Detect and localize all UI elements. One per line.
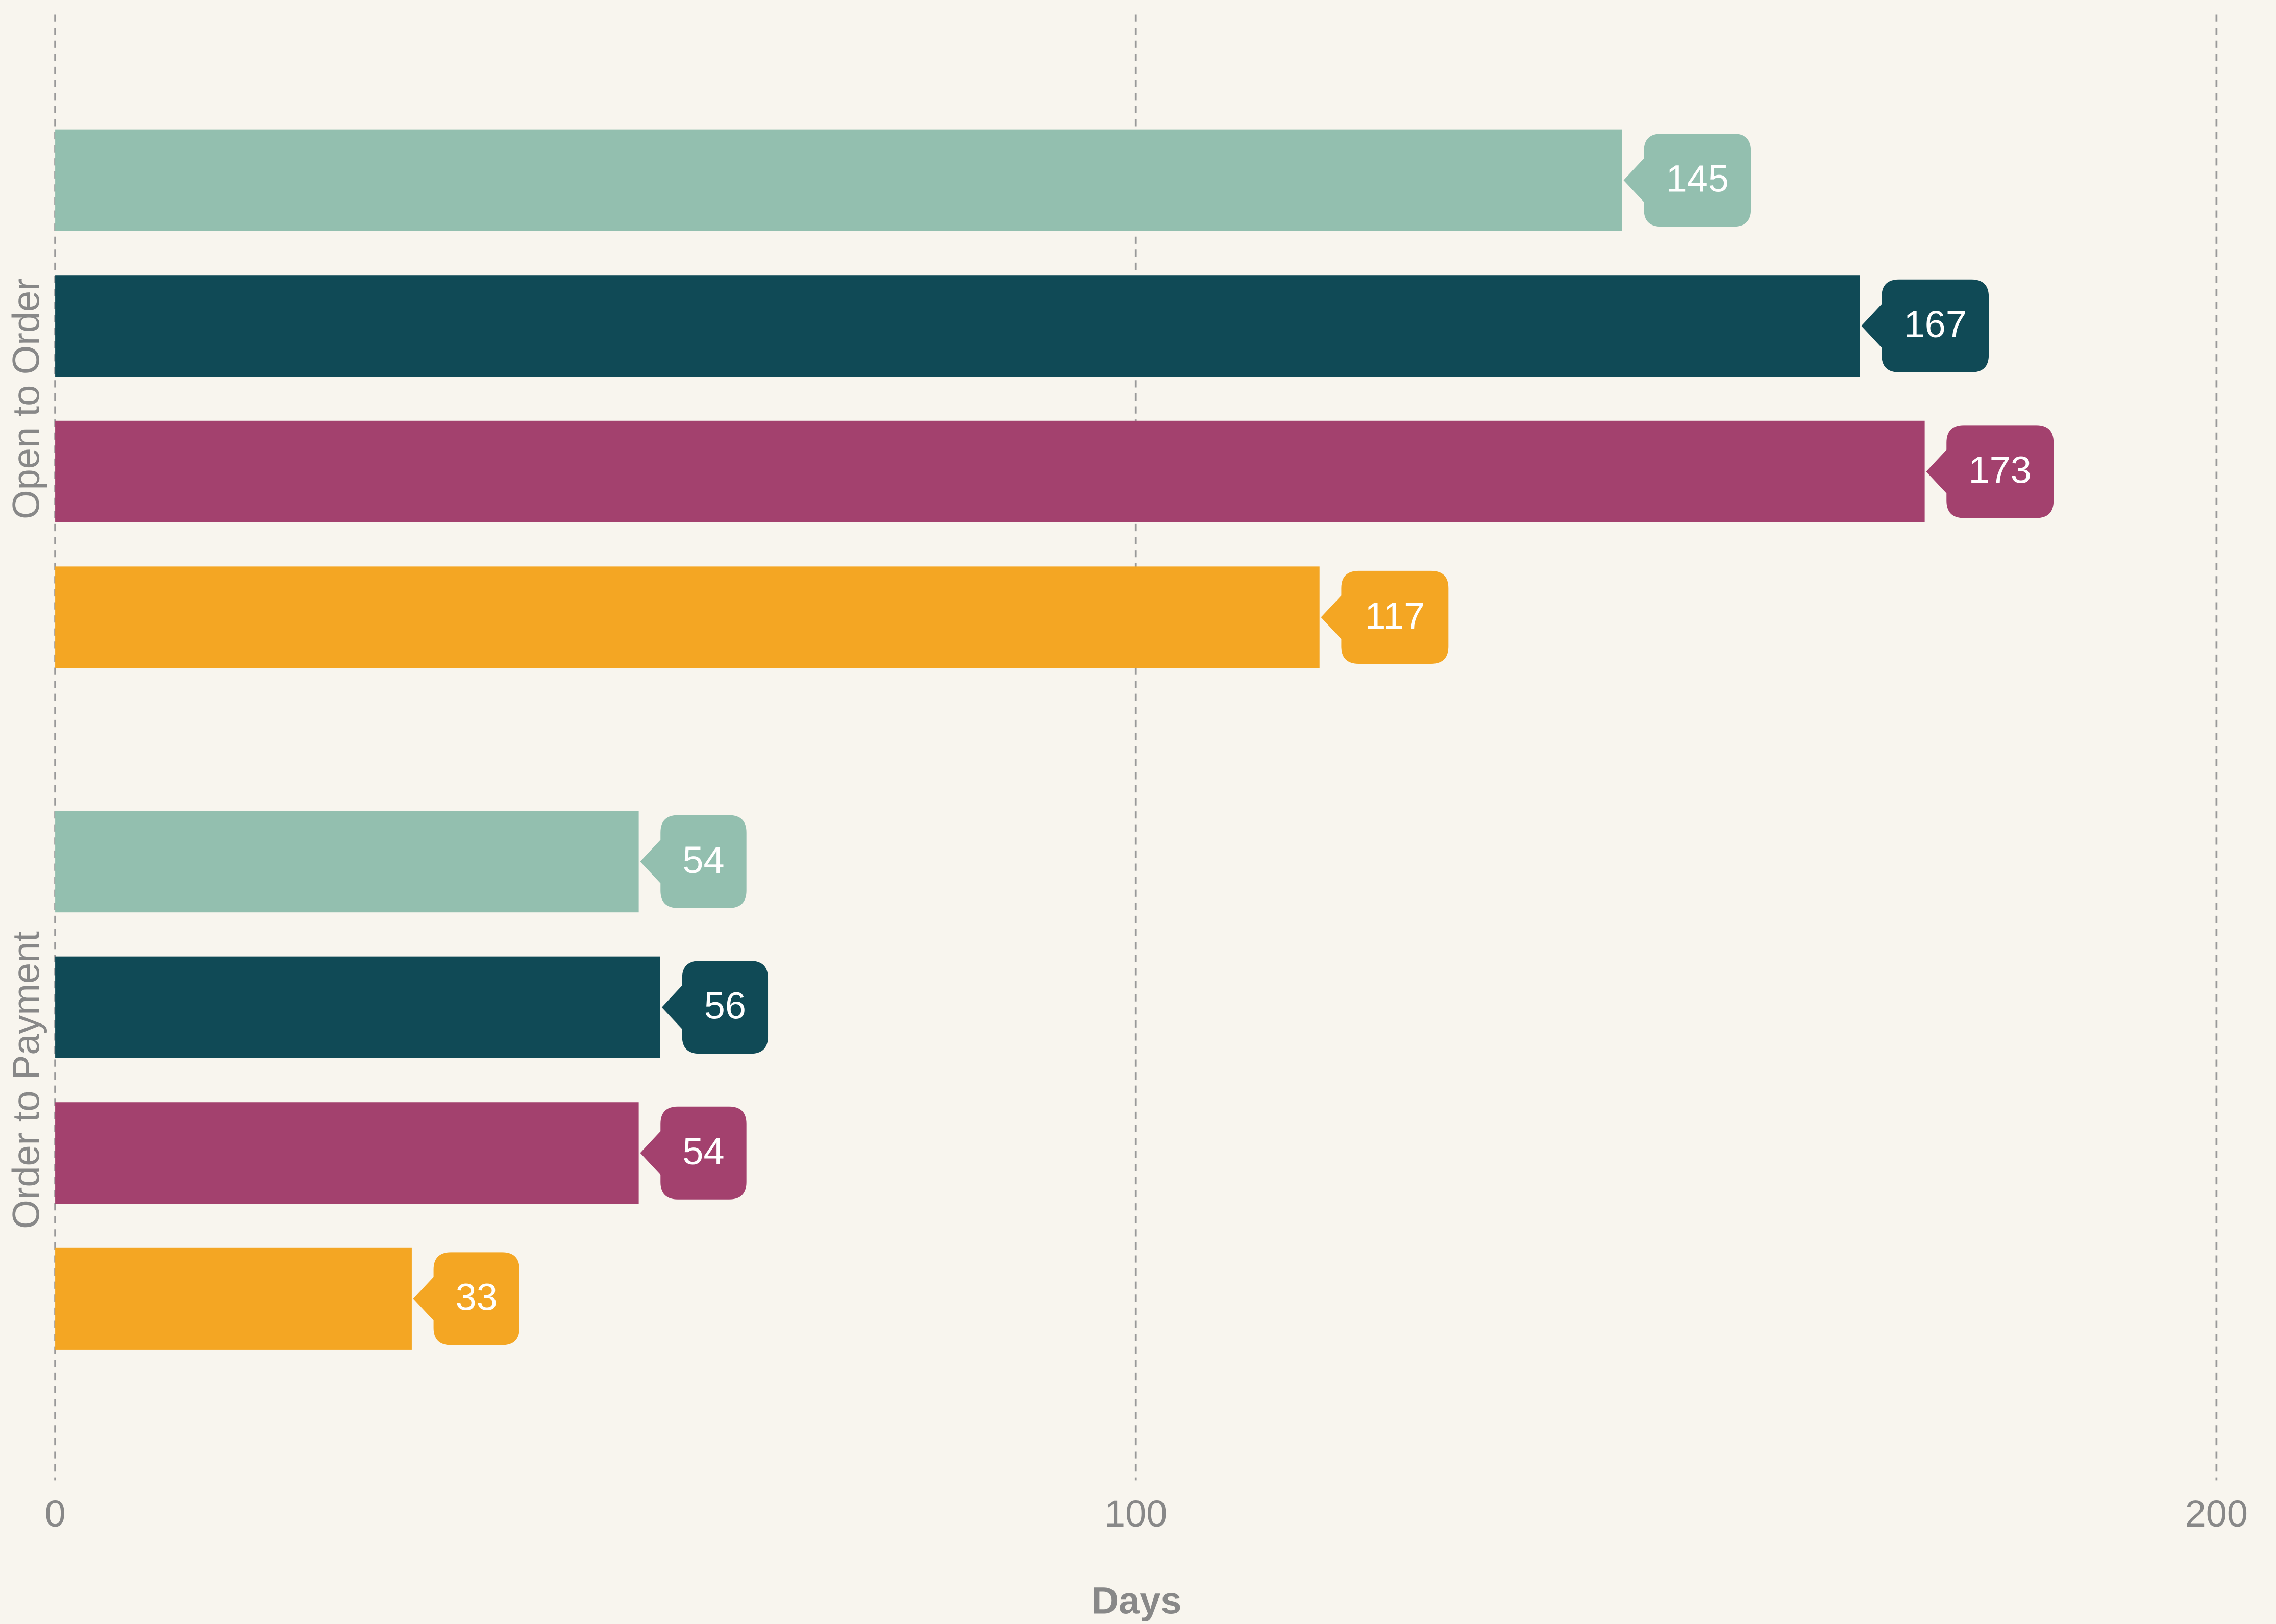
bar	[55, 129, 1622, 231]
value-label-box	[640, 815, 747, 908]
value-label: 54	[682, 839, 724, 881]
value-label: 117	[1365, 594, 1425, 637]
value-label: 173	[1969, 449, 2032, 491]
y-tick-label: Open to Order	[5, 278, 47, 519]
value-label: 54	[682, 1130, 724, 1172]
value-label-box	[640, 1106, 747, 1200]
bar	[55, 566, 1320, 668]
value-label-box	[1623, 134, 1751, 227]
value-label: 145	[1666, 158, 1729, 200]
value-label: 167	[1903, 303, 1966, 345]
y-tick-label: Order to Payment	[5, 931, 47, 1229]
bar	[55, 420, 1925, 522]
bar	[55, 1247, 412, 1350]
value-label-box	[661, 961, 769, 1054]
bar	[55, 275, 1860, 377]
bar	[55, 1102, 639, 1204]
x-axis-title: Days	[1092, 1580, 1182, 1622]
x-tick-label: 200	[2185, 1492, 2248, 1535]
value-label: 33	[456, 1276, 498, 1318]
value-label-box	[1321, 570, 1449, 664]
value-label-box	[413, 1252, 519, 1345]
value-label-box	[1861, 279, 1989, 372]
x-tick-label: 0	[45, 1492, 66, 1535]
bar	[55, 811, 639, 913]
bar	[55, 956, 660, 1058]
value-label: 56	[704, 985, 746, 1027]
value-label-box	[1926, 425, 2054, 518]
x-tick-label: 100	[1104, 1492, 1167, 1535]
